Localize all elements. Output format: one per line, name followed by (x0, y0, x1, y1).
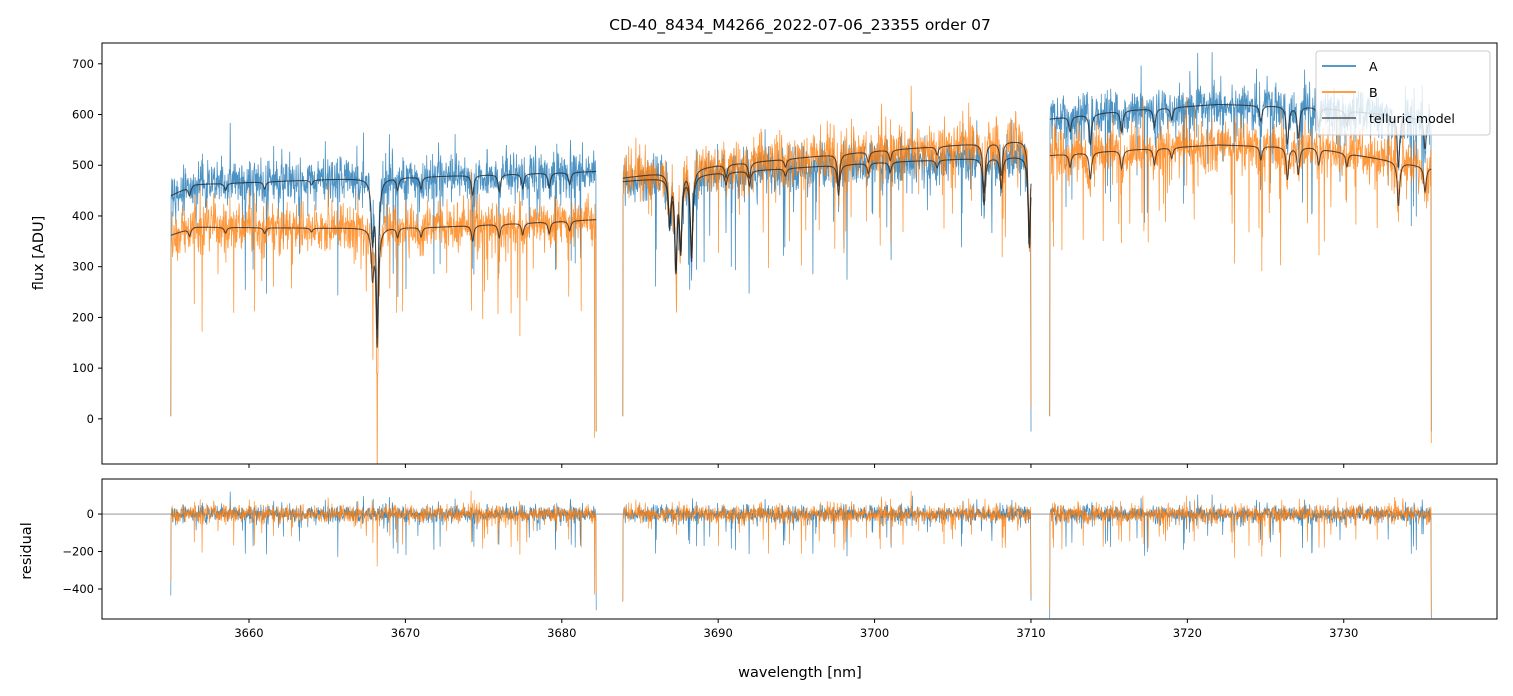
legend-label-a: A (1369, 59, 1378, 74)
y-tick-label: 700 (72, 57, 94, 71)
y-tick-label: 100 (72, 361, 94, 375)
model-a-segment-0 (170, 170, 597, 330)
residual-b-segment-1 (622, 490, 1032, 603)
model-b-segment-1 (622, 141, 1032, 271)
model-b-segment-2 (1049, 144, 1432, 206)
y-axis-label-residual: residual (19, 522, 35, 579)
residual-a-segment-0 (170, 491, 597, 611)
series-a-segment-0 (170, 122, 597, 432)
legend: A B telluric model (1315, 50, 1491, 136)
y-tick-label: 500 (72, 158, 94, 172)
y-tick-label: 600 (72, 108, 94, 122)
residual-axes-frame (101, 478, 1498, 620)
y-tick-label: 300 (72, 260, 94, 274)
x-axis-label: wavelength [nm] (738, 665, 862, 681)
residual-y-tick-label: −400 (62, 582, 94, 596)
y-tick-label: 200 (72, 310, 94, 324)
residual-axes: 3660 3670 3680 3690 3700 3710 3720 3730 0 −200 −40… (62, 478, 1498, 640)
spectrum-axes-frame (101, 42, 1498, 465)
legend-frame (1315, 50, 1491, 136)
residual-y-tick-label: 0 (87, 507, 94, 521)
spectrum-axes: 0 100 200 300 400 500 600 700 (72, 42, 1498, 468)
residual-b-segment-0 (170, 490, 597, 595)
y-tick-label: 0 (87, 412, 94, 426)
x-tick-label: 3680 (547, 626, 576, 640)
series-b-segment-2 (1049, 96, 1432, 444)
x-tick-label: 3710 (1016, 626, 1045, 640)
x-tick-label: 3700 (860, 626, 889, 640)
legend-label-model: telluric model (1369, 111, 1455, 126)
model-b-segment-0 (170, 219, 597, 348)
spectrum-plot-area (170, 52, 1432, 464)
x-tick-label: 3690 (704, 626, 733, 640)
x-tick-label: 3660 (234, 626, 263, 640)
residual-b-segment-2 (1049, 495, 1432, 616)
x-tick-label: 3720 (1173, 626, 1202, 640)
chart-title: CD-40_8434_M4266_2022-07-06_23355 order … (609, 16, 991, 35)
residual-plot-area (102, 490, 1497, 619)
series-b-segment-1 (622, 85, 1032, 417)
y-tick-label: 400 (72, 209, 94, 223)
x-tick-label: 3670 (391, 626, 420, 640)
x-tick-label: 3730 (1329, 626, 1358, 640)
legend-label-b: B (1369, 85, 1378, 100)
residual-y-tick-label: −200 (62, 545, 94, 559)
y-axis-label-flux: flux [ADU] (31, 216, 47, 291)
